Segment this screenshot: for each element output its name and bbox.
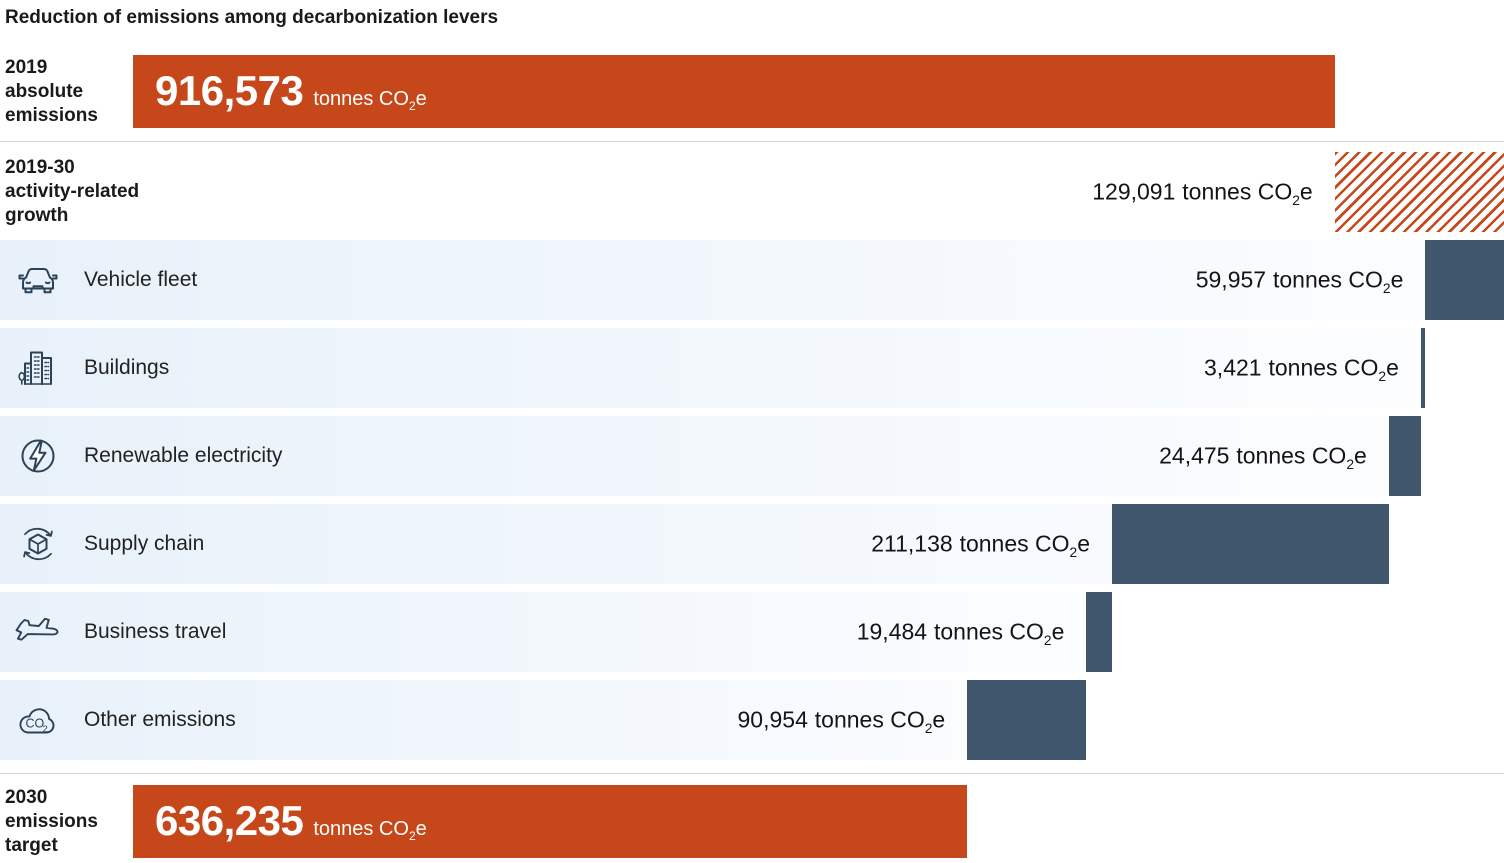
row-band — [0, 416, 1421, 496]
end-bar-value: 636,235 tonnes CO2e — [155, 796, 427, 844]
lever-bar — [1112, 504, 1389, 584]
lever-label: Other emissions — [84, 708, 236, 731]
row-label: 2019-30 activity-related growth — [5, 157, 140, 226]
svg-text:2: 2 — [43, 724, 48, 735]
value-label: 3,421 tonnes CO2e — [1204, 354, 1399, 385]
row-2030-emissions-target: 2030 emissions target 636,235 tonnes CO2e — [0, 785, 1504, 858]
lever-label: Vehicle fleet — [84, 268, 198, 291]
row-buildings: Buildings 3,421 tonnes CO2e — [0, 328, 1504, 408]
start-bar-value: 916,573 tonnes CO2e — [155, 66, 427, 114]
lever-label: Buildings — [84, 356, 170, 379]
value-label: 59,957 tonnes CO2e — [1195, 266, 1404, 297]
growth-hatched-bar — [1334, 152, 1504, 232]
lever-label: Renewable electricity — [84, 444, 283, 467]
divider — [0, 773, 1504, 774]
row-supply-chain: Supply chain 211,138 tonnes CO2e — [0, 504, 1504, 584]
co2-cloud-icon: CO 2 — [14, 696, 62, 744]
row-2019-absolute-emissions: 2019 absolute emissions 916,573 tonnes CO… — [0, 55, 1504, 128]
row-band — [0, 680, 1087, 760]
lever-bar — [1388, 416, 1421, 496]
lever-bar — [1086, 592, 1112, 672]
airplane-icon — [14, 608, 62, 656]
row-renewable-electricity: Renewable electricity 24,475 tonnes CO2e — [0, 416, 1504, 496]
row-activity-related-growth: 2019-30 activity-related growth 129,091 t… — [0, 152, 1504, 232]
end-bar: 636,235 tonnes CO2e — [133, 785, 968, 858]
lever-label: Supply chain — [84, 532, 205, 555]
row-label: 2019 absolute emissions — [5, 56, 98, 126]
lever-bar — [1420, 328, 1426, 408]
divider — [0, 141, 1504, 142]
supply-chain-icon — [14, 520, 62, 568]
row-business-travel: Business travel 19,484 tonnes CO2e — [0, 592, 1504, 672]
value-label: 24,475 tonnes CO2e — [1159, 442, 1367, 473]
buildings-icon — [14, 344, 62, 392]
row-band — [0, 240, 1504, 320]
lightning-icon — [14, 432, 62, 480]
value-label: 90,954 tonnes CO2e — [737, 706, 946, 737]
value-label: 129,091 tonnes CO2e — [1092, 178, 1313, 209]
svg-text:CO: CO — [26, 717, 45, 731]
value-label: 211,138 tonnes CO2e — [871, 530, 1090, 561]
row-band — [0, 592, 1112, 672]
lever-bar — [967, 680, 1087, 760]
start-bar: 916,573 tonnes CO2e — [133, 55, 1335, 128]
row-label: 2030 emissions target — [5, 786, 98, 856]
car-icon — [14, 256, 62, 304]
lever-label: Business travel — [84, 620, 227, 643]
lever-bar — [1425, 240, 1504, 320]
row-other-emissions: CO 2 Other emissions 90,954 tonnes CO2e — [0, 680, 1504, 760]
row-vehicle-fleet: Vehicle fleet 59,957 tonnes CO2e — [0, 240, 1504, 320]
chart-title: Reduction of emissions among decarboniza… — [5, 7, 499, 28]
row-band — [0, 328, 1426, 408]
value-label: 19,484 tonnes CO2e — [856, 618, 1065, 649]
